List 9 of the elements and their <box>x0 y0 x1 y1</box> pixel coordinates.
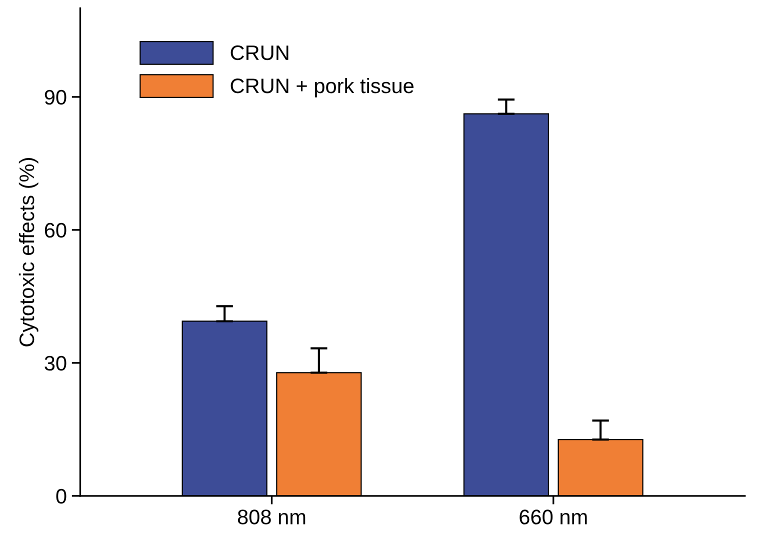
y-tick-label: 90 <box>44 90 66 105</box>
y-tick-label: 60 <box>44 222 66 238</box>
x-tick-label: 660 nm <box>520 510 587 524</box>
y-tick-label: 30 <box>44 356 66 371</box>
legend-label: CRUN + pork tissue <box>230 78 414 98</box>
y-axis-title: Cytotoxic effects (%) <box>18 158 38 346</box>
x-tick-label: 808 nm <box>238 510 306 524</box>
y-tick-label: 0 <box>56 488 66 504</box>
legend-label: CRUN <box>230 45 288 60</box>
